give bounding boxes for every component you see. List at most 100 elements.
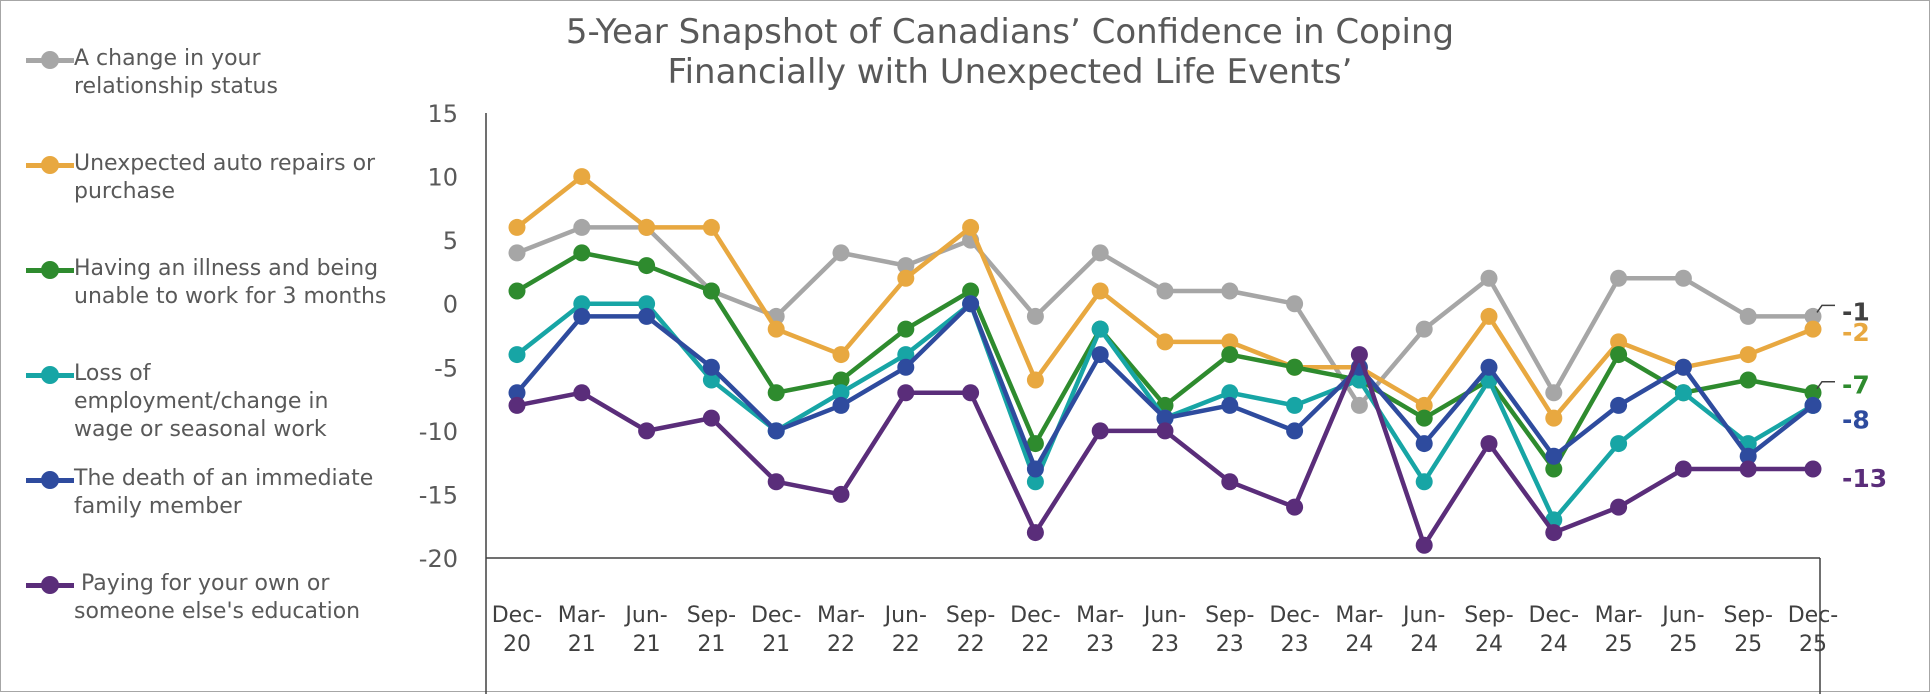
data-point — [897, 358, 915, 376]
data-point — [508, 282, 526, 300]
y-tick-label: 5 — [443, 227, 458, 255]
data-point — [962, 218, 980, 236]
data-point — [1026, 473, 1044, 491]
data-point — [832, 346, 850, 364]
data-point — [1286, 295, 1304, 313]
data-point — [1156, 282, 1174, 300]
x-tick-label: Dec-22 — [1010, 603, 1061, 657]
y-tick-label: -5 — [434, 354, 458, 382]
x-tick-label: Mar-24 — [1335, 603, 1383, 657]
legend-marker — [26, 260, 74, 280]
data-point — [1221, 282, 1239, 300]
data-point — [573, 384, 591, 402]
x-tick-label: Dec-25 — [1788, 603, 1839, 657]
x-tick-label: Mar-23 — [1076, 603, 1124, 657]
data-point — [1739, 460, 1757, 478]
data-point — [1545, 447, 1563, 465]
data-point — [702, 358, 720, 376]
legend-label-line: unable to work for 3 months — [74, 284, 387, 309]
data-point — [1610, 269, 1628, 287]
data-point — [1480, 358, 1498, 376]
data-point — [1026, 371, 1044, 389]
legend-label-line: relationship status — [74, 74, 278, 99]
legend-label-illness: Having an illness and being unable to wor… — [74, 255, 386, 311]
data-point — [1026, 307, 1044, 325]
x-tick-label: Dec-23 — [1269, 603, 1320, 657]
data-point — [1545, 460, 1563, 478]
legend-item-death: The death of an immediate family member — [26, 466, 396, 530]
data-point — [638, 257, 656, 275]
data-point — [832, 384, 850, 402]
leader-line — [1816, 380, 1835, 390]
legend-label-death: The death of an immediate family member — [74, 465, 373, 521]
data-point — [1610, 498, 1628, 516]
data-point — [1286, 396, 1304, 414]
data-point — [1545, 384, 1563, 402]
y-tick-label: -10 — [419, 418, 458, 446]
data-point — [573, 307, 591, 325]
data-point — [962, 384, 980, 402]
chart-title: 5-Year Snapshot of Canadians’ Confidence… — [565, 12, 1455, 92]
y-tick-label: 10 — [427, 164, 458, 192]
data-point — [1610, 435, 1628, 453]
x-tick-label: Jun-24 — [1401, 603, 1445, 657]
data-point — [1221, 384, 1239, 402]
data-point — [1091, 346, 1109, 364]
data-point — [767, 384, 785, 402]
x-tick-label: Jun-23 — [1142, 603, 1186, 657]
data-point — [508, 244, 526, 262]
data-point — [1415, 396, 1433, 414]
end-label: -2 — [1842, 318, 1870, 347]
legend-label-line: Paying for your own or — [74, 571, 330, 596]
data-point — [832, 244, 850, 262]
legend-label-line: The death of an immediate — [74, 466, 374, 491]
data-point — [1804, 320, 1822, 338]
data-point — [1739, 447, 1757, 465]
data-point — [767, 320, 785, 338]
data-point — [1350, 396, 1368, 414]
data-point — [897, 269, 915, 287]
legend-item-relationship: A change in your relationship status — [26, 46, 396, 110]
data-point — [897, 257, 915, 275]
leader-line — [1816, 304, 1835, 313]
data-point — [1415, 435, 1433, 453]
x-tick-label: Sep-21 — [687, 603, 736, 657]
data-point — [1739, 346, 1757, 364]
end-label: -1 — [1842, 297, 1870, 326]
data-point — [1026, 435, 1044, 453]
data-point — [1739, 307, 1757, 325]
x-tick-label: Jun-21 — [623, 603, 667, 657]
data-point — [1286, 358, 1304, 376]
data-point — [573, 168, 591, 186]
data-point — [1026, 524, 1044, 542]
data-point — [1091, 320, 1109, 338]
x-tick-label: Mar-22 — [817, 603, 865, 657]
data-point — [1674, 460, 1692, 478]
data-point — [1091, 282, 1109, 300]
legend-label-line: someone else's education — [74, 599, 361, 624]
data-point — [573, 295, 591, 313]
data-point — [1674, 384, 1692, 402]
x-tick-label: Sep-25 — [1723, 603, 1772, 657]
legend-label-line: Unexpected auto repairs or — [74, 151, 376, 176]
data-point — [1415, 473, 1433, 491]
data-point — [897, 346, 915, 364]
data-point — [1221, 396, 1239, 414]
data-point — [508, 396, 526, 414]
data-point — [508, 384, 526, 402]
data-point — [1610, 396, 1628, 414]
x-tick-label: Sep-24 — [1464, 603, 1513, 657]
legend-item-employment: Loss of employment/change in wage or seaso… — [26, 361, 396, 442]
data-point — [1545, 409, 1563, 427]
data-point — [1026, 460, 1044, 478]
data-point — [1480, 435, 1498, 453]
data-point — [508, 218, 526, 236]
data-point — [1091, 244, 1109, 262]
end-label: -7 — [1842, 371, 1870, 400]
legend-label-line: A change in your — [74, 46, 261, 71]
legend-marker — [26, 365, 74, 385]
data-point — [1221, 346, 1239, 364]
data-point — [1415, 536, 1433, 554]
data-point — [573, 218, 591, 236]
